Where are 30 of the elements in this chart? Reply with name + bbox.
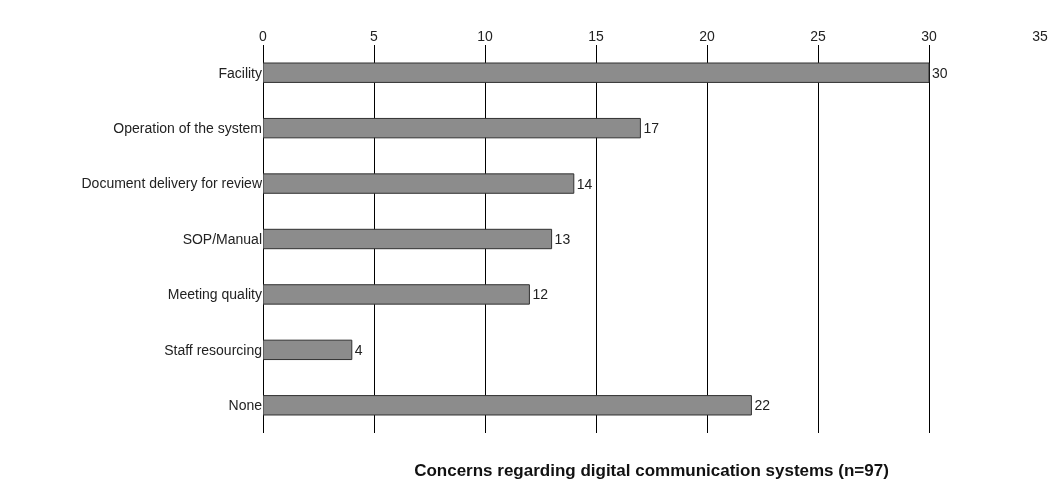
- y-tick-label: Staff resourcing: [164, 341, 262, 358]
- x-tick-label: 15: [588, 28, 604, 45]
- bar: [263, 228, 553, 250]
- y-tick-label: Meeting quality: [167, 286, 262, 303]
- data-label: 30: [932, 64, 948, 81]
- data-label: 17: [643, 120, 660, 137]
- bar: [263, 117, 641, 139]
- x-tick-label: 10: [477, 28, 493, 45]
- x-tick-label: 0: [259, 28, 268, 45]
- y-tick-label: SOP/Manual: [182, 230, 262, 247]
- data-label: 22: [754, 397, 771, 414]
- x-tick-label: 5: [370, 28, 379, 45]
- text: Concerns regarding digital communication systems (n=97): [414, 460, 889, 480]
- data-label: 14: [576, 175, 593, 192]
- data-label: 12: [532, 286, 549, 303]
- x-tick-label: 25: [810, 28, 826, 45]
- bar: [263, 339, 353, 361]
- y-tick-label: Facility: [218, 64, 262, 81]
- bar: [263, 173, 575, 194]
- x-tick-label: 20: [699, 28, 715, 45]
- y-tick-label: Operation of the system: [113, 120, 262, 137]
- bar: [263, 62, 930, 83]
- data-label: 4: [354, 341, 363, 358]
- y-tick-label: None: [228, 397, 263, 414]
- data-label: 13: [554, 231, 571, 247]
- x-tick-label: 30: [921, 28, 937, 45]
- x-tick-label: 35: [1032, 28, 1048, 45]
- y-tick-label: Document delivery for review: [81, 175, 263, 192]
- bar: [263, 395, 752, 416]
- bar: [263, 284, 530, 305]
